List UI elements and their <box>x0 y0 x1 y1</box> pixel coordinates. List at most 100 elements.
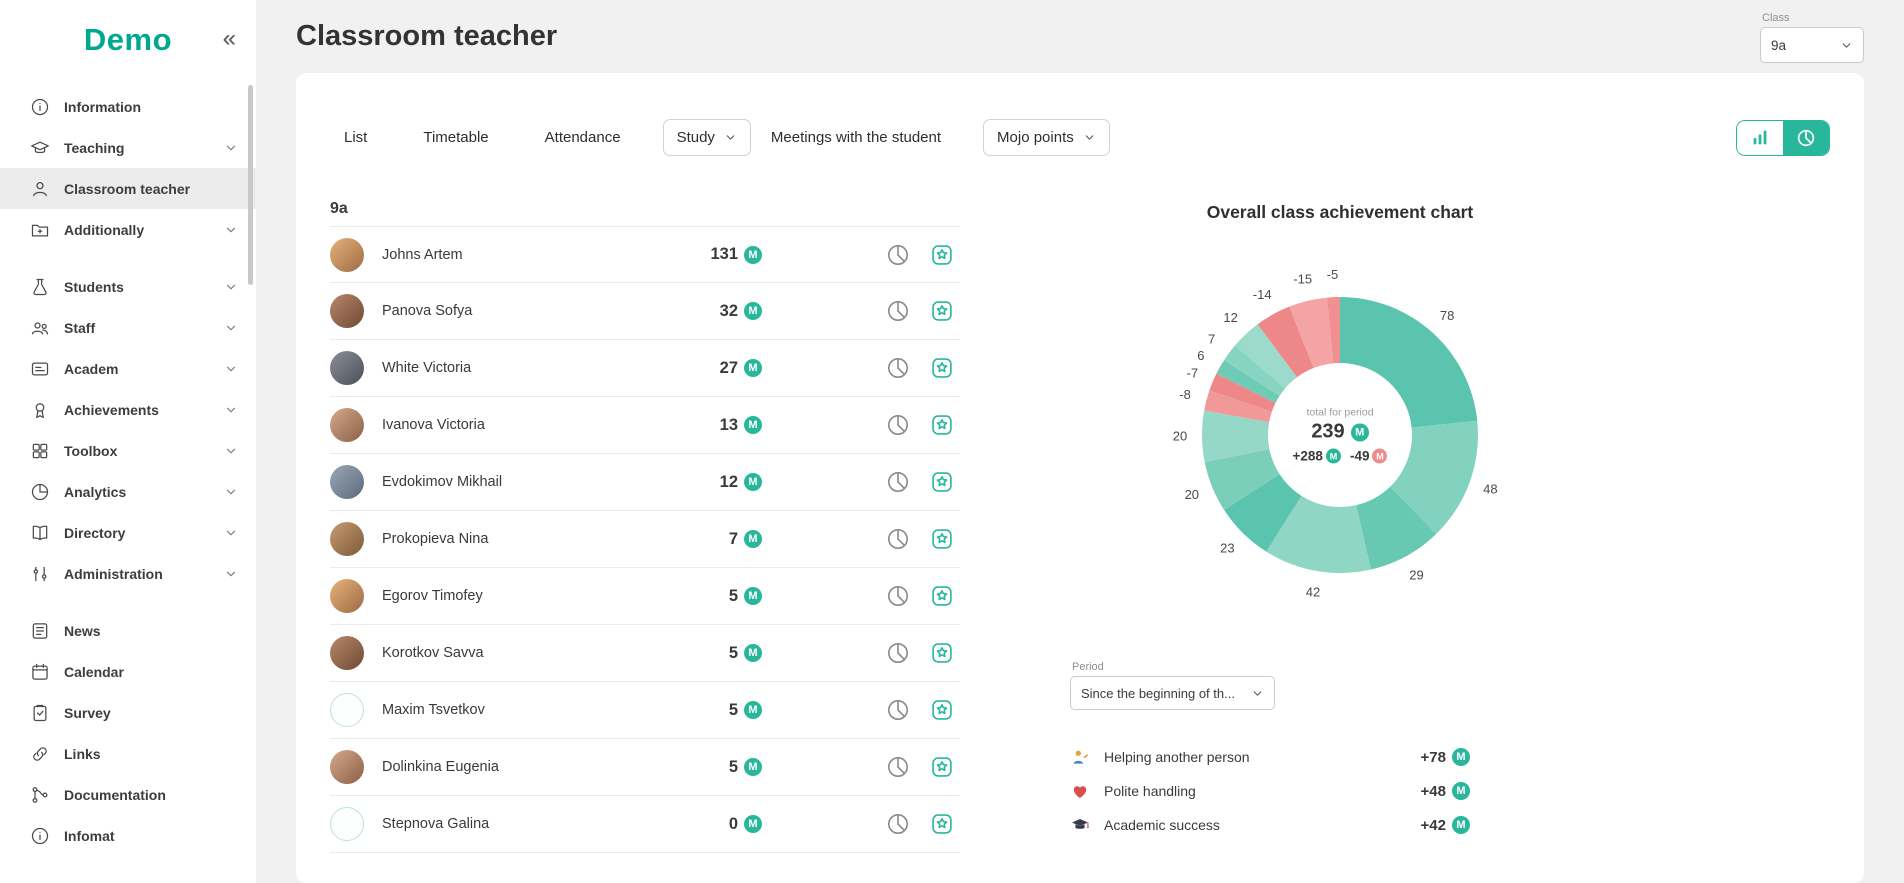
donut-segment[interactable] <box>1340 297 1478 428</box>
flask-icon <box>30 277 50 297</box>
donut-segment[interactable] <box>1257 306 1314 378</box>
donut-segment[interactable] <box>1356 486 1437 570</box>
row-actions <box>884 696 960 724</box>
chevron-down-icon <box>1251 687 1264 700</box>
student-award-button[interactable] <box>928 411 956 439</box>
sliders-icon <box>30 564 50 584</box>
tab-study[interactable]: Study <box>662 119 751 156</box>
sidebar-item-label: Information <box>64 98 141 115</box>
tab-attendance[interactable]: Attendance <box>531 119 657 156</box>
chevron-down-icon <box>224 444 238 458</box>
bar-chart-view-button[interactable] <box>1737 120 1783 155</box>
student-pie-chart-button[interactable] <box>884 753 912 781</box>
sidebar-item-documentation[interactable]: Documentation <box>0 774 256 815</box>
mojo-badge-icon: M <box>1325 448 1341 464</box>
student-name: Ivanova Victoria <box>382 417 485 433</box>
student-points: 5 M <box>632 701 762 720</box>
award-icon <box>932 529 952 549</box>
donut-segment[interactable] <box>1224 474 1302 552</box>
pie-chart-icon <box>1797 129 1815 146</box>
student-award-button[interactable] <box>928 241 956 269</box>
sidebar-item-students[interactable]: Students <box>0 266 256 307</box>
sidebar-scrollbar[interactable] <box>248 85 253 285</box>
sidebar-item-administration[interactable]: Administration <box>0 553 256 594</box>
student-row: Stepnova Galina 0 M <box>330 796 960 853</box>
donut-segment[interactable] <box>1216 360 1280 403</box>
donut-segment[interactable] <box>1266 495 1371 573</box>
sidebar-item-teaching[interactable]: Teaching <box>0 127 256 168</box>
sidebar-item-toolbox[interactable]: Toolbox <box>0 430 256 471</box>
student-award-button[interactable] <box>928 297 956 325</box>
student-pie-chart-button[interactable] <box>884 525 912 553</box>
sidebar-item-label: Students <box>64 278 124 295</box>
student-pie-chart-button[interactable] <box>884 411 912 439</box>
mojo-badge-icon: M <box>744 530 762 548</box>
student-pie-chart-button[interactable] <box>884 354 912 382</box>
graduation-cap-icon <box>30 138 50 158</box>
tab-list[interactable]: List <box>330 119 403 156</box>
sidebar-item-calendar[interactable]: Calendar <box>0 651 256 692</box>
student-pie-chart-button[interactable] <box>884 241 912 269</box>
sidebar-item-academ[interactable]: Academ <box>0 348 256 389</box>
sidebar-item-directory[interactable]: Directory <box>0 512 256 553</box>
row-actions <box>884 297 960 325</box>
student-row: Maxim Tsvetkov 5 M <box>330 682 960 739</box>
sidebar-item-achievements[interactable]: Achievements <box>0 389 256 430</box>
pie-chart-view-button[interactable] <box>1783 120 1829 155</box>
sidebar-item-additionally[interactable]: Additionally <box>0 209 256 250</box>
sidebar-item-information[interactable]: Information <box>0 86 256 127</box>
student-row: Evdokimov Mikhail 12 M <box>330 454 960 511</box>
student-award-button[interactable] <box>928 696 956 724</box>
student-award-button[interactable] <box>928 753 956 781</box>
pie-chart-icon <box>887 585 909 607</box>
student-pie-chart-button[interactable] <box>884 468 912 496</box>
sidebar-item-label: Academ <box>64 360 119 377</box>
donut-segment[interactable] <box>1204 449 1280 510</box>
chevron-down-icon <box>1083 131 1096 144</box>
avatar <box>330 807 364 841</box>
student-pie-chart-button[interactable] <box>884 639 912 667</box>
chain-icon <box>30 744 50 764</box>
sidebar-item-staff[interactable]: Staff <box>0 307 256 348</box>
donut-segment[interactable] <box>1224 345 1286 396</box>
donut-segment[interactable] <box>1327 297 1340 364</box>
avatar <box>330 750 364 784</box>
tab-mojo-points[interactable]: Mojo points <box>983 119 1110 156</box>
student-award-button[interactable] <box>928 639 956 667</box>
tab-timetable[interactable]: Timetable <box>409 119 524 156</box>
donut-segment[interactable] <box>1390 420 1478 534</box>
donut-segment[interactable] <box>1209 373 1276 412</box>
donut-segment[interactable] <box>1202 410 1270 463</box>
donut-segment[interactable] <box>1204 390 1272 423</box>
sidebar-item-label: News <box>64 622 101 639</box>
sidebar-collapse-button[interactable]: « <box>217 26 242 52</box>
mojo-badge-icon: M <box>744 701 762 719</box>
class-select[interactable]: 9a <box>1760 27 1864 63</box>
sidebar-item-infomat[interactable]: Infomat <box>0 815 256 856</box>
legend-value: +42 M <box>1421 816 1470 834</box>
donut-segment[interactable] <box>1289 297 1334 369</box>
chevron-down-icon <box>724 131 737 144</box>
period-select[interactable]: Since the beginning of th... <box>1070 676 1275 710</box>
student-pie-chart-button[interactable] <box>884 810 912 838</box>
tab-meetings-with-the-student[interactable]: Meetings with the student <box>757 119 977 156</box>
student-award-button[interactable] <box>928 525 956 553</box>
student-pie-chart-button[interactable] <box>884 696 912 724</box>
student-award-button[interactable] <box>928 354 956 382</box>
branch-icon <box>30 785 50 805</box>
student-award-button[interactable] <box>928 468 956 496</box>
class-select-value: 9a <box>1771 37 1787 53</box>
sidebar-item-analytics[interactable]: Analytics <box>0 471 256 512</box>
chevron-down-icon <box>224 223 238 237</box>
sidebar-item-classroom-teacher[interactable]: Classroom teacher <box>0 168 256 209</box>
sidebar-item-news[interactable]: News <box>0 610 256 651</box>
sidebar-item-survey[interactable]: Survey <box>0 692 256 733</box>
student-award-button[interactable] <box>928 810 956 838</box>
students-column: 9a Johns Artem 131 M <box>330 200 960 883</box>
student-pie-chart-button[interactable] <box>884 582 912 610</box>
student-award-button[interactable] <box>928 582 956 610</box>
chevron-down-icon <box>224 280 238 294</box>
sidebar-item-links[interactable]: Links <box>0 733 256 774</box>
student-pie-chart-button[interactable] <box>884 297 912 325</box>
donut-segment[interactable] <box>1234 324 1298 389</box>
